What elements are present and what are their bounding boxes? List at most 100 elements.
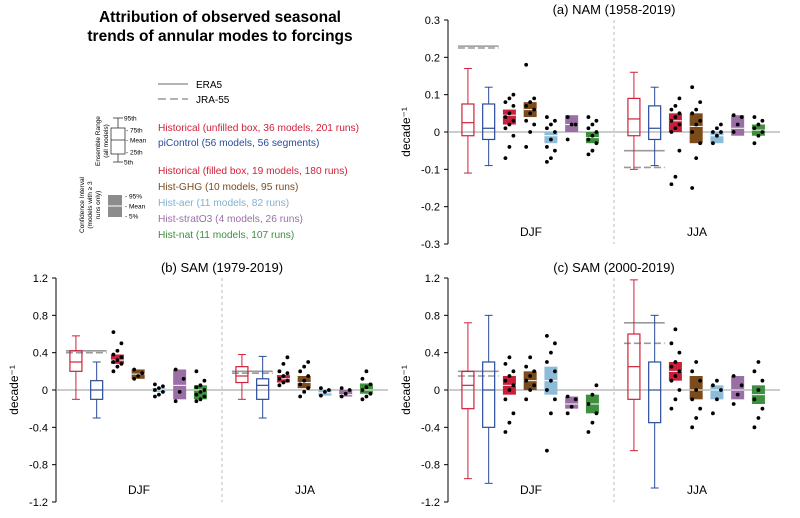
model-dot bbox=[565, 137, 570, 142]
ci-box-hist_aer bbox=[544, 333, 558, 453]
model-dot bbox=[507, 388, 512, 392]
ci-box-hist_nat bbox=[751, 115, 765, 146]
model-dot bbox=[194, 369, 199, 374]
season-jja: JJA bbox=[231, 354, 373, 497]
model-dot bbox=[115, 358, 120, 363]
model-dot bbox=[586, 402, 591, 406]
model-dot bbox=[194, 385, 199, 390]
model-dot bbox=[298, 369, 303, 374]
model-dot bbox=[760, 406, 765, 411]
model-dot bbox=[694, 122, 699, 127]
model-dot bbox=[756, 416, 761, 420]
box-iqr bbox=[648, 361, 662, 424]
model-dot bbox=[507, 122, 512, 127]
model-dot bbox=[677, 388, 682, 392]
model-dot bbox=[507, 96, 512, 101]
y-tick-label: -0.8 bbox=[29, 460, 48, 472]
legend-ensemble-label-1: - 75th bbox=[126, 128, 143, 135]
figure-title: Attribution of observed seasonal trends … bbox=[60, 8, 380, 46]
y-tick-label: 0.3 bbox=[425, 15, 440, 27]
model-dot bbox=[511, 92, 516, 97]
model-dot bbox=[711, 411, 715, 416]
model-dot bbox=[545, 448, 549, 453]
model-dot bbox=[715, 126, 719, 131]
model-dot bbox=[590, 148, 595, 153]
legend-entry-2: Historical (filled box, 19 models, 180 r… bbox=[158, 166, 348, 177]
model-dot bbox=[545, 126, 549, 131]
model-dot bbox=[553, 369, 557, 374]
y-axis-label: decade⁻¹ bbox=[399, 365, 413, 415]
model-dot bbox=[532, 369, 537, 374]
model-dot bbox=[573, 122, 578, 127]
y-tick-label: 0.4 bbox=[425, 348, 440, 360]
season-jja: JJA bbox=[623, 279, 765, 497]
y-tick-label: -0.4 bbox=[29, 422, 48, 434]
y-tick-label: 0 bbox=[42, 385, 48, 397]
ci-box-hist_nat bbox=[359, 369, 373, 402]
model-dot bbox=[507, 420, 512, 425]
model-dot bbox=[111, 360, 116, 364]
model-dot bbox=[545, 159, 549, 164]
legend-ensemble-label-3: - 25th bbox=[126, 150, 143, 157]
model-dot bbox=[673, 327, 678, 332]
model-dot bbox=[752, 115, 757, 119]
season-djf: DJF bbox=[457, 314, 599, 497]
model-dot bbox=[698, 141, 703, 146]
ensemble-box-picontrol bbox=[90, 361, 104, 419]
model-dot bbox=[673, 174, 678, 179]
ci-rect bbox=[731, 376, 745, 400]
y-tick-label: 0 bbox=[434, 127, 440, 139]
y-tick-label: -0.2 bbox=[421, 202, 440, 214]
model-dot bbox=[115, 348, 120, 353]
model-dot bbox=[302, 378, 307, 383]
legend-ci-title-1: (models with ≥ 3 bbox=[87, 181, 94, 229]
model-dot bbox=[115, 364, 120, 369]
model-dot bbox=[690, 85, 695, 90]
model-dot bbox=[715, 397, 719, 402]
ci-rect bbox=[173, 369, 187, 400]
model-dot bbox=[157, 392, 161, 397]
y-tick-label: 1.2 bbox=[33, 273, 48, 285]
legend-ci-label-0: - 95% bbox=[125, 194, 142, 201]
model-dot bbox=[528, 111, 533, 116]
season-djf: DJF bbox=[457, 45, 599, 239]
model-dot bbox=[524, 103, 529, 108]
model-dot bbox=[528, 388, 533, 392]
figure-title-line-2: trends of annular modes to forcings bbox=[87, 28, 353, 45]
ci-box-hist_nat bbox=[751, 360, 765, 430]
model-dot bbox=[569, 404, 574, 409]
ci-box-hist_strato3 bbox=[565, 115, 579, 142]
model-dot bbox=[594, 411, 599, 416]
model-dot bbox=[281, 361, 286, 366]
model-dot bbox=[690, 130, 695, 134]
model-dot bbox=[669, 341, 674, 346]
model-dot bbox=[590, 392, 595, 397]
model-dot bbox=[549, 350, 553, 355]
model-dot bbox=[153, 394, 157, 399]
model-dot bbox=[752, 397, 757, 402]
model-dot bbox=[752, 141, 757, 146]
model-dot bbox=[157, 386, 161, 391]
legend-entry-5: Hist-stratO3 (4 models, 26 runs) bbox=[158, 214, 303, 225]
model-dot bbox=[503, 100, 508, 105]
model-dot bbox=[528, 355, 533, 360]
y-tick-label: 0.4 bbox=[33, 348, 48, 360]
model-dot bbox=[277, 383, 282, 388]
model-dot bbox=[586, 430, 591, 434]
model-dot bbox=[756, 122, 761, 127]
legend-ensemble-range-title: Ensemble Range bbox=[95, 116, 102, 166]
y-tick-label: 1.2 bbox=[425, 273, 440, 285]
legend-entry-4: Hist-aer (11 models, 82 runs) bbox=[158, 198, 289, 209]
model-dot bbox=[677, 350, 682, 355]
model-dot bbox=[677, 369, 682, 374]
model-dot bbox=[524, 364, 529, 369]
model-dot bbox=[528, 130, 533, 134]
y-tick-label: 0.2 bbox=[425, 52, 440, 64]
model-dot bbox=[669, 182, 674, 187]
legend: ERA5 JRA-55 Ensemble Range (all models) 95th… bbox=[79, 80, 359, 241]
model-dot bbox=[194, 392, 199, 397]
panel-title: (a) NAM (1958-2019) bbox=[553, 2, 676, 17]
model-dot bbox=[532, 383, 537, 388]
model-dot bbox=[503, 430, 508, 434]
box-iqr bbox=[69, 350, 83, 372]
